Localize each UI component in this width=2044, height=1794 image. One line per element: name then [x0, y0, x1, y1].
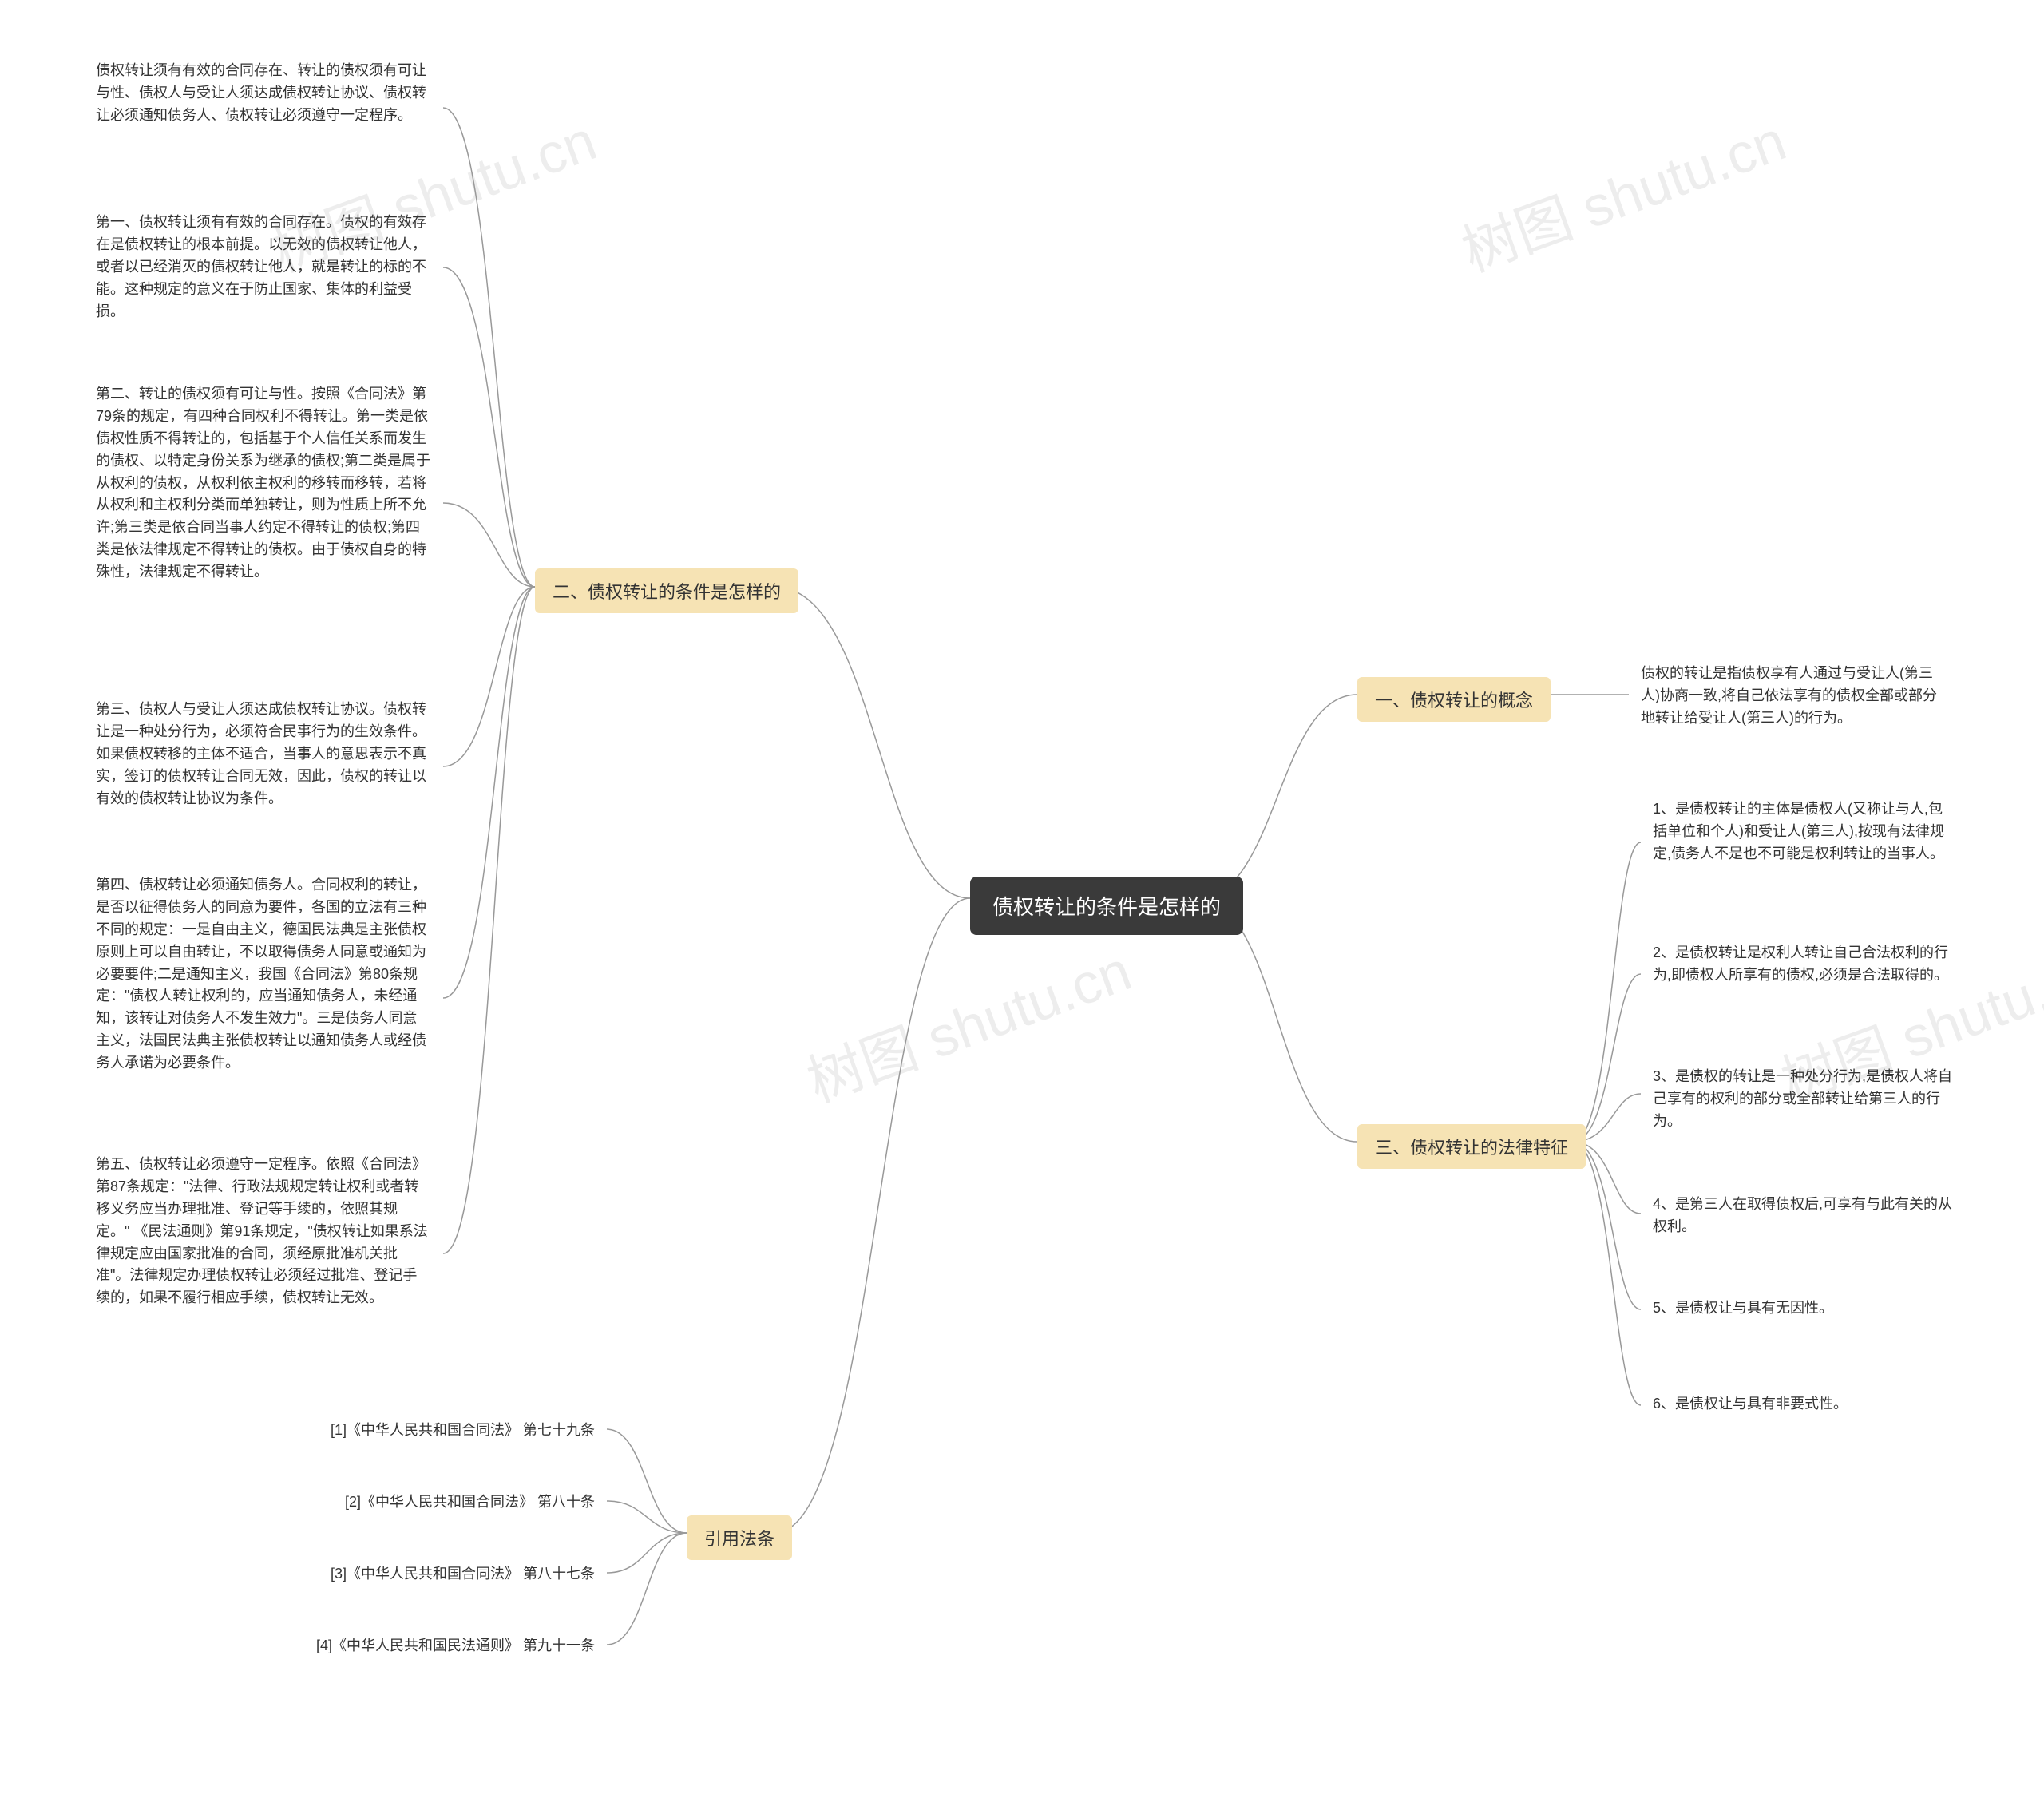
leaf-node: 5、是债权让与具有无因性。: [1653, 1297, 1956, 1320]
center-node[interactable]: 债权转让的条件是怎样的: [970, 877, 1243, 935]
leaf-node: 债权转让须有有效的合同存在、转让的债权须有可让与性、债权人与受让人须达成债权转让…: [96, 60, 431, 127]
leaf-node: 第五、债权转让必须遵守一定程序。依照《合同法》第87条规定："法律、行政法规规定…: [96, 1154, 431, 1309]
leaf-node: 1、是债权转让的主体是债权人(又称让与人,包括单位和个人)和受让人(第三人),按…: [1653, 798, 1956, 865]
sub-node-concept[interactable]: 一、债权转让的概念: [1357, 677, 1551, 722]
leaf-node: 第三、债权人与受让人须达成债权转让协议。债权转让是一种处分行为，必须符合民事行为…: [96, 699, 431, 810]
leaf-node: [2]《中华人民共和国合同法》 第八十条: [275, 1491, 595, 1514]
leaf-node: 债权的转让是指债权享有人通过与受让人(第三人)协商一致,将自己依法享有的债权全部…: [1641, 663, 1944, 730]
leaf-node: 第二、转让的债权须有可让与性。按照《合同法》第79条的规定，有四种合同权利不得转…: [96, 383, 431, 584]
leaf-node: [4]《中华人民共和国民法通则》 第九十一条: [259, 1635, 595, 1657]
leaf-node: 4、是第三人在取得债权后,可享有与此有关的从权利。: [1653, 1194, 1956, 1238]
watermark: 树图 shutu.cn: [795, 927, 1141, 1119]
sub-node-conditions[interactable]: 二、债权转让的条件是怎样的: [535, 568, 798, 613]
leaf-node: [3]《中华人民共和国合同法》 第八十七条: [275, 1563, 595, 1586]
leaf-node: 2、是债权转让是权利人转让自己合法权利的行为,即债权人所享有的债权,必须是合法取…: [1653, 942, 1956, 987]
leaf-node: [1]《中华人民共和国合同法》 第七十九条: [275, 1420, 595, 1442]
sub-node-features[interactable]: 三、债权转让的法律特征: [1357, 1124, 1586, 1169]
leaf-node: 6、是债权让与具有非要式性。: [1653, 1393, 1956, 1416]
leaf-node: 3、是债权的转让是一种处分行为,是债权人将自己享有的权利的部分或全部转让给第三人…: [1653, 1066, 1956, 1133]
sub-node-citations[interactable]: 引用法条: [687, 1515, 792, 1560]
leaf-node: 第一、债权转让须有有效的合同存在。债权的有效存在是债权转让的根本前提。以无效的债…: [96, 212, 431, 323]
watermark: 树图 shutu.cn: [1450, 97, 1796, 288]
leaf-node: 第四、债权转让必须通知债务人。合同权利的转让，是否以征得债务人的同意为要件，各国…: [96, 874, 431, 1075]
